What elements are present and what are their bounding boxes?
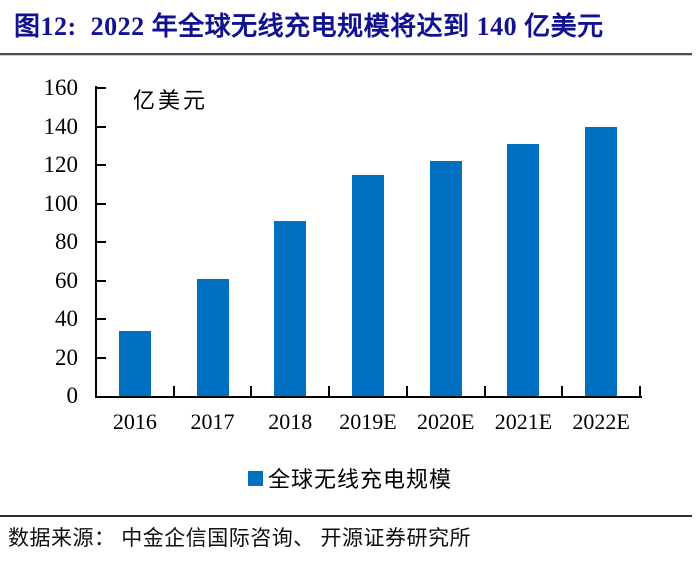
y-tick-label: 0 — [66, 383, 79, 408]
bar — [507, 143, 540, 396]
x-axis-line — [95, 396, 642, 398]
legend-swatch-icon — [247, 470, 263, 486]
y-tick — [97, 241, 106, 243]
y-tick — [97, 125, 106, 128]
y-tick-label: 20 — [55, 344, 78, 370]
y-tick — [97, 318, 106, 320]
source-note: 数据来源： 中金企信国际咨询、 开源证券研究所 — [8, 526, 471, 550]
legend-label: 全球无线充电规模 — [267, 467, 452, 492]
x-category-label: 2021E — [494, 409, 553, 434]
x-category-label: 2020E — [416, 409, 475, 434]
bar-chart: 亿美元 0 20 40 60 80 100 120 140 160 2016 2017 2018 20… — [43, 75, 642, 434]
y-tick — [97, 164, 106, 166]
bar — [352, 174, 384, 396]
x-tick — [328, 386, 331, 396]
x-category-label: 2019E — [339, 409, 397, 434]
x-tick — [561, 386, 564, 396]
y-tick — [97, 202, 106, 205]
x-category-label: 2016 — [112, 409, 157, 434]
y-tick-label: 60 — [55, 267, 78, 293]
y-tick-label: 140 — [43, 113, 79, 139]
x-tick — [172, 386, 175, 396]
y-tick — [97, 87, 106, 89]
bottom-rule — [0, 515, 692, 517]
x-category-label: 2018 — [268, 409, 313, 434]
y-tick — [97, 279, 106, 282]
bar — [429, 161, 462, 396]
x-category-label: 2017 — [190, 409, 235, 434]
y-tick-label: 120 — [43, 152, 79, 177]
bar — [585, 126, 618, 396]
x-tick — [639, 386, 641, 396]
x-tick — [250, 386, 253, 396]
bar — [274, 220, 307, 396]
bar — [196, 278, 229, 396]
y-tick-label: 160 — [43, 75, 79, 100]
y-tick-label: 40 — [55, 306, 78, 331]
x-tick — [405, 386, 408, 396]
y-tick-label: 80 — [55, 229, 78, 254]
y-tick — [97, 356, 106, 359]
bar — [118, 330, 151, 396]
title-rule — [0, 53, 692, 56]
y-axis-line — [95, 86, 97, 398]
y-tick-label: 100 — [43, 190, 79, 216]
x-tick — [95, 386, 97, 396]
y-axis-unit-label: 亿美元 — [133, 88, 209, 113]
figure-title: 图12: 2022 年全球无线充电规模将达到 140 亿美元 — [14, 12, 604, 41]
legend: 全球无线充电规模 — [0, 462, 700, 494]
x-tick — [483, 386, 486, 396]
x-category-label: 2022E — [572, 409, 630, 434]
